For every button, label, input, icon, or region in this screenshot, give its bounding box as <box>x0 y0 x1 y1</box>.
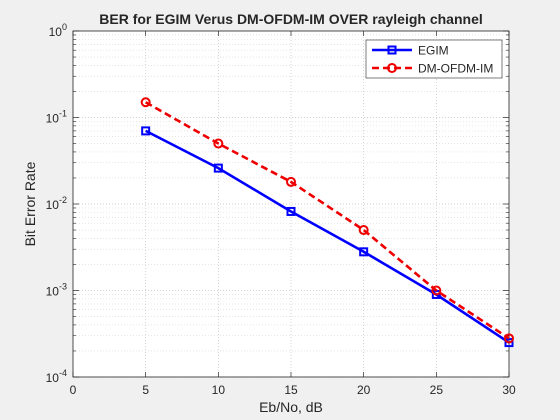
series-line-dm-ofdm-im <box>145 101 510 340</box>
x-tick-label: 15 <box>284 383 298 397</box>
y-tick-label: 10-3 <box>46 282 67 299</box>
y-axis-label: Bit Error Rate <box>22 161 38 246</box>
data-point-egim <box>213 163 223 173</box>
data-point-dm-ofdm-im <box>213 138 224 149</box>
series-layer <box>140 97 514 348</box>
data-point-egim <box>286 206 296 216</box>
legend: EGIM DM-OFDM-IM <box>365 39 503 79</box>
x-tick-label: 0 <box>70 383 77 397</box>
legend-marker-dm-ofdm-im <box>387 63 397 73</box>
data-point-dm-ofdm-im <box>431 285 442 296</box>
data-point-dm-ofdm-im <box>504 333 514 344</box>
y-axis: 100 10-1 10-2 10-3 10-4 <box>46 22 509 385</box>
x-axis: 0 5 10 15 20 25 30 <box>70 31 516 397</box>
data-point-egim <box>141 126 151 136</box>
x-tick-label: 10 <box>212 383 226 397</box>
data-point-dm-ofdm-im <box>286 176 296 187</box>
y-tick-label: 10-4 <box>46 368 67 385</box>
x-tick-label: 30 <box>502 383 516 397</box>
y-tick-label: 100 <box>49 22 67 39</box>
x-tick-label: 25 <box>430 383 444 397</box>
y-tick-label: 10-1 <box>46 109 67 126</box>
x-tick-label: 5 <box>142 383 149 397</box>
legend-marker-egim <box>387 45 397 55</box>
data-point-dm-ofdm-im <box>140 97 151 108</box>
y-tick-label: 10-2 <box>46 195 67 212</box>
chart-title: BER for EGIM Verus DM-OFDM-IM OVER rayle… <box>99 11 483 27</box>
data-point-dm-ofdm-im <box>358 225 369 236</box>
x-axis-label: Eb/No, dB <box>259 399 323 415</box>
legend-label-dm-ofdm-im: DM-OFDM-IM <box>418 62 493 76</box>
legend-label-egim: EGIM <box>418 44 449 58</box>
data-point-egim <box>359 247 369 257</box>
series-line-egim <box>145 129 510 344</box>
data-point-egim <box>504 338 514 348</box>
x-tick-label: 20 <box>357 383 371 397</box>
